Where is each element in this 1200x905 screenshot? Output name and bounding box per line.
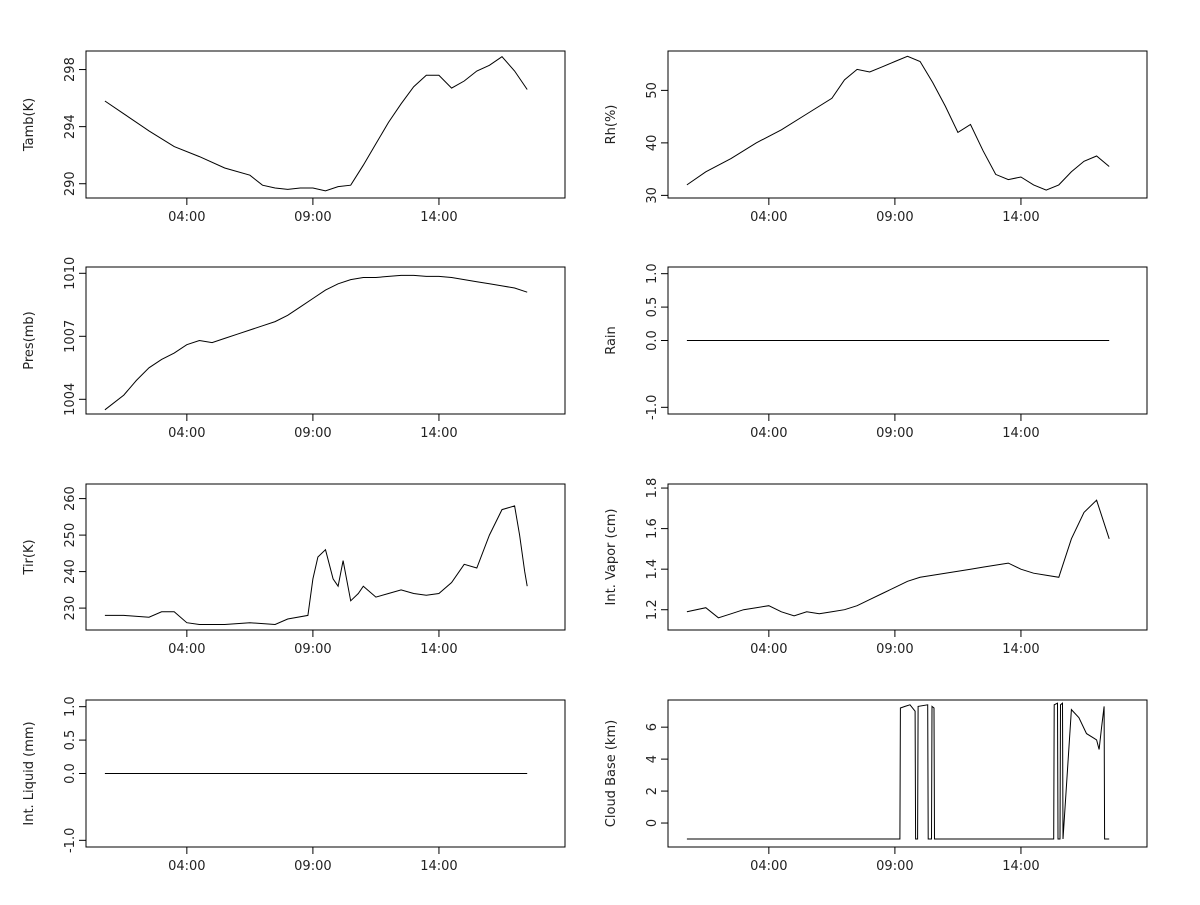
- x-tick-label: 14:00: [1002, 642, 1039, 657]
- plot-frame: [667, 50, 1148, 199]
- x-tick-label: 14:00: [1002, 859, 1039, 874]
- x-tick-label: 09:00: [876, 426, 913, 441]
- x-tick-label: 14:00: [420, 642, 457, 657]
- y-tick-label: 1.6: [645, 518, 660, 539]
- x-tick-label: 04:00: [168, 210, 205, 225]
- y-tick-label: 50: [645, 82, 660, 99]
- plot-frame: [85, 266, 566, 415]
- x-tick-label: 14:00: [1002, 210, 1039, 225]
- y-axis-label: Rh(%): [604, 105, 619, 145]
- y-tick-label: 1.2: [645, 599, 660, 620]
- y-tick-label: 1004: [63, 383, 78, 416]
- y-tick-label: 0: [645, 819, 660, 827]
- y-tick-label: 0.0: [63, 763, 78, 784]
- y-axis-label: Pres(mb): [22, 311, 37, 370]
- y-tick-label: 298: [63, 57, 78, 82]
- panel-2: 04:00 09:00 14:00 30 40 50 Rh(%): [604, 50, 1148, 225]
- x-tick-label: 09:00: [294, 426, 331, 441]
- x-tick-label: 04:00: [168, 859, 205, 874]
- y-tick-label: 0.5: [63, 730, 78, 751]
- y-tick-label: 1.8: [645, 478, 660, 499]
- x-tick-label: 14:00: [420, 426, 457, 441]
- y-tick-label: 294: [63, 114, 78, 139]
- x-tick-label: 09:00: [876, 210, 913, 225]
- x-tick-label: 14:00: [420, 210, 457, 225]
- panel-1: 04:00 09:00 14:00 290 294 298 Tamb(K): [22, 50, 566, 225]
- series-line: [686, 499, 1110, 619]
- x-tick-label: 04:00: [750, 642, 787, 657]
- y-tick-label: 1.0: [645, 263, 660, 284]
- y-tick-label: -1.0: [63, 828, 78, 853]
- y-tick-label: 250: [63, 523, 78, 548]
- y-axis-label: Int. Liquid (mm): [22, 721, 37, 825]
- y-tick-label: 0.5: [645, 297, 660, 318]
- y-tick-label: 1007: [63, 320, 78, 353]
- x-tick-label: 09:00: [876, 859, 913, 874]
- y-tick-label: 260: [63, 486, 78, 511]
- y-tick-label: 1.0: [63, 696, 78, 717]
- series-line: [104, 274, 528, 411]
- y-tick-label: 230: [63, 596, 78, 621]
- x-tick-label: 14:00: [1002, 426, 1039, 441]
- y-tick-label: 40: [645, 135, 660, 152]
- x-tick-label: 04:00: [750, 859, 787, 874]
- series-line: [686, 55, 1110, 191]
- y-axis-label: Int. Vapor (cm): [604, 509, 619, 606]
- series-line: [104, 505, 528, 626]
- x-tick-label: 09:00: [294, 859, 331, 874]
- y-axis-label: Rain: [604, 326, 619, 355]
- plot-frame: [85, 50, 566, 199]
- x-tick-label: 09:00: [294, 642, 331, 657]
- y-tick-label: -1.0: [645, 395, 660, 420]
- y-axis-label: Cloud Base (km): [604, 720, 619, 827]
- series-line: [104, 56, 528, 192]
- x-tick-label: 04:00: [168, 642, 205, 657]
- panel-4: 04:00 09:00 14:00 -1.0 0.0 0.5 1.0 Rain: [604, 263, 1148, 441]
- plot-frame: [85, 483, 566, 631]
- x-tick-label: 04:00: [750, 426, 787, 441]
- y-tick-label: 6: [645, 723, 660, 731]
- y-tick-label: 0.0: [645, 330, 660, 351]
- y-tick-label: 4: [645, 755, 660, 763]
- y-axis-label: Tir(K): [22, 539, 37, 575]
- series-line: [686, 702, 1110, 840]
- plot-frame: [667, 699, 1148, 848]
- panel-8: 04:00 09:00 14:00 0 2 4 6 Cloud Base (km): [604, 699, 1148, 874]
- panel-6: 04:00 09:00 14:00 1.2 1.4 1.6 1.8 Int. Vapor (c…: [604, 478, 1148, 657]
- x-tick-label: 04:00: [750, 210, 787, 225]
- x-tick-label: 04:00: [168, 426, 205, 441]
- y-tick-label: 2: [645, 787, 660, 795]
- y-axis-label: Tamb(K): [22, 98, 37, 152]
- plot-frame: [667, 483, 1148, 631]
- x-tick-label: 09:00: [876, 642, 913, 657]
- y-tick-label: 240: [63, 559, 78, 584]
- panel-7: 04:00 09:00 14:00 -1.0 0.0 0.5 1.0 Int. Liquid …: [22, 696, 566, 874]
- panel-3: 04:00 09:00 14:00 1004 1007 1010 Pres(mb): [22, 257, 566, 441]
- x-tick-label: 09:00: [294, 210, 331, 225]
- x-tick-label: 14:00: [420, 859, 457, 874]
- y-tick-label: 1.4: [645, 559, 660, 580]
- y-tick-label: 1010: [63, 257, 78, 290]
- panel-5: 04:00 09:00 14:00 230 240 250 260 Tir(K): [22, 483, 566, 657]
- y-tick-label: 30: [645, 187, 660, 204]
- y-tick-label: 290: [63, 171, 78, 196]
